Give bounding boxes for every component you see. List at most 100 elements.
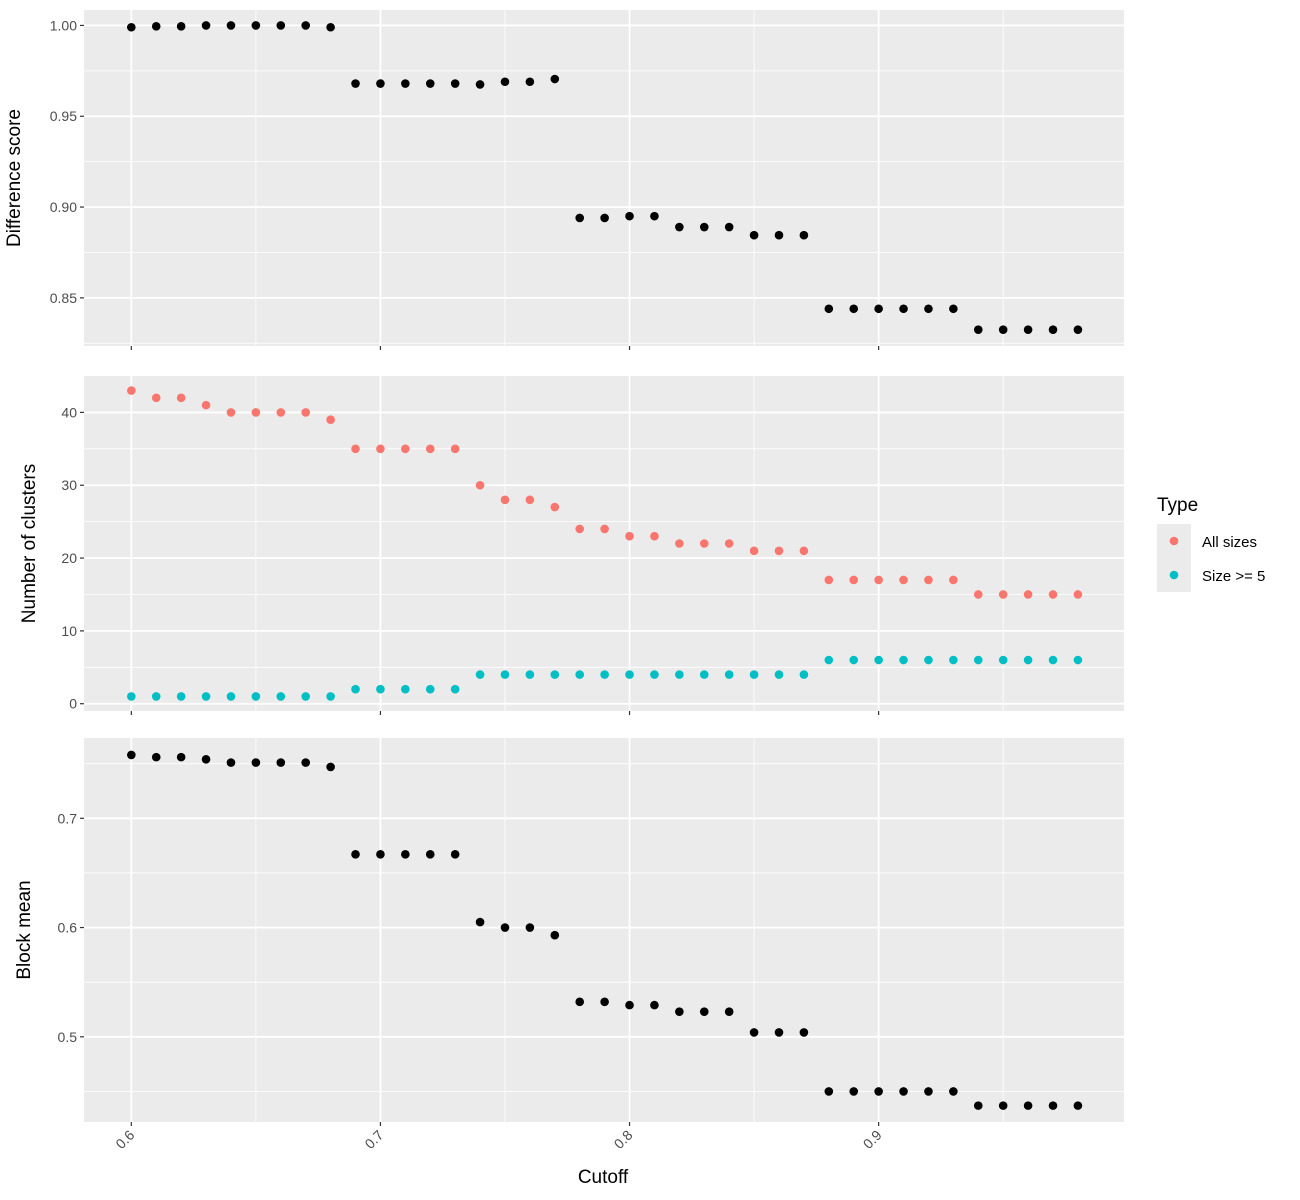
data-point — [625, 670, 634, 679]
data-point — [575, 670, 585, 679]
legend-title: Type — [1157, 495, 1198, 516]
panel-block-mean: 0.5 0.6 0.7 Block mean — [14, 738, 1124, 1126]
data-point — [924, 575, 933, 585]
series-size-5 — [127, 655, 1083, 701]
data-point — [724, 670, 734, 679]
data-point — [824, 655, 834, 665]
data-point — [151, 393, 161, 403]
data-point — [151, 692, 161, 701]
data-point — [774, 546, 784, 556]
data-point — [226, 21, 236, 30]
data-point — [376, 850, 385, 859]
data-point — [949, 304, 958, 314]
data-point — [550, 670, 560, 679]
data-point — [774, 230, 784, 240]
data-point — [749, 670, 759, 679]
y-tick-label: 20 — [61, 550, 77, 566]
data-point — [1073, 1101, 1083, 1110]
legend-entry-all-sizes: All sizes — [1157, 524, 1257, 558]
data-point — [127, 386, 136, 395]
data-point — [201, 400, 211, 410]
data-point — [525, 923, 535, 932]
data-point — [600, 524, 609, 534]
data-point — [998, 655, 1008, 665]
y-tick-label: 0.5 — [58, 1029, 78, 1045]
data-point — [874, 655, 883, 665]
y-axis-title: Block mean — [14, 880, 35, 979]
data-point — [401, 850, 410, 859]
data-point — [924, 1087, 933, 1096]
data-point — [425, 850, 435, 859]
data-point — [326, 692, 335, 701]
data-point — [899, 1087, 908, 1096]
y-tick-label: 0.6 — [58, 920, 78, 936]
data-point — [998, 1101, 1008, 1110]
y-tick-label: 30 — [61, 477, 77, 493]
data-point — [699, 670, 709, 679]
data-point — [500, 495, 510, 505]
data-point — [998, 325, 1008, 334]
data-point — [949, 655, 958, 665]
data-point — [973, 1101, 983, 1110]
data-point — [699, 1007, 709, 1016]
data-point — [849, 655, 859, 665]
data-point — [575, 213, 585, 223]
data-point — [525, 495, 535, 505]
data-point — [650, 211, 659, 221]
y-tick-label: 0.95 — [50, 108, 77, 124]
data-point — [1023, 1101, 1033, 1110]
data-point — [625, 211, 634, 221]
data-point — [1023, 590, 1033, 599]
data-point — [849, 304, 859, 314]
data-point — [799, 670, 809, 679]
data-point — [251, 408, 261, 417]
data-point — [351, 79, 360, 88]
data-point — [600, 670, 609, 679]
panel-background — [84, 376, 1124, 711]
data-point — [301, 408, 311, 417]
data-point — [376, 444, 385, 454]
y-tick-label: 10 — [61, 623, 77, 639]
data-point — [973, 590, 983, 599]
data-point — [351, 684, 360, 694]
data-point — [874, 1087, 883, 1096]
panel-background — [84, 738, 1124, 1122]
x-tick-label: 0.6 — [112, 1127, 137, 1152]
data-point — [1073, 325, 1083, 334]
data-point — [600, 213, 609, 223]
data-point — [550, 502, 560, 512]
data-point — [475, 670, 485, 679]
data-point — [699, 539, 709, 548]
data-point — [724, 222, 734, 232]
data-point — [301, 758, 311, 767]
data-point — [376, 79, 385, 88]
data-point — [600, 997, 609, 1007]
data-point — [625, 531, 634, 541]
data-point — [475, 480, 485, 490]
data-point — [675, 222, 684, 232]
data-point — [824, 304, 834, 314]
data-point — [899, 575, 908, 585]
data-point — [127, 692, 136, 701]
data-point — [276, 758, 286, 767]
data-point — [127, 22, 136, 32]
data-point — [724, 1007, 734, 1016]
data-point — [326, 22, 335, 32]
data-point — [949, 575, 958, 585]
data-point — [127, 750, 136, 760]
data-point — [201, 21, 211, 30]
data-point — [226, 692, 236, 701]
data-point — [500, 77, 510, 87]
data-point — [276, 408, 286, 417]
legend: Type All sizes Size >= 5 — [1157, 495, 1265, 592]
data-point — [824, 1087, 834, 1096]
series — [127, 750, 1083, 1110]
data-point — [450, 850, 460, 859]
data-point — [176, 752, 186, 762]
data-point — [650, 670, 659, 679]
data-point — [151, 22, 161, 31]
y-tick-label: 0.85 — [50, 290, 77, 306]
x-tick-label: 0.8 — [611, 1127, 636, 1152]
data-point — [849, 1087, 859, 1096]
